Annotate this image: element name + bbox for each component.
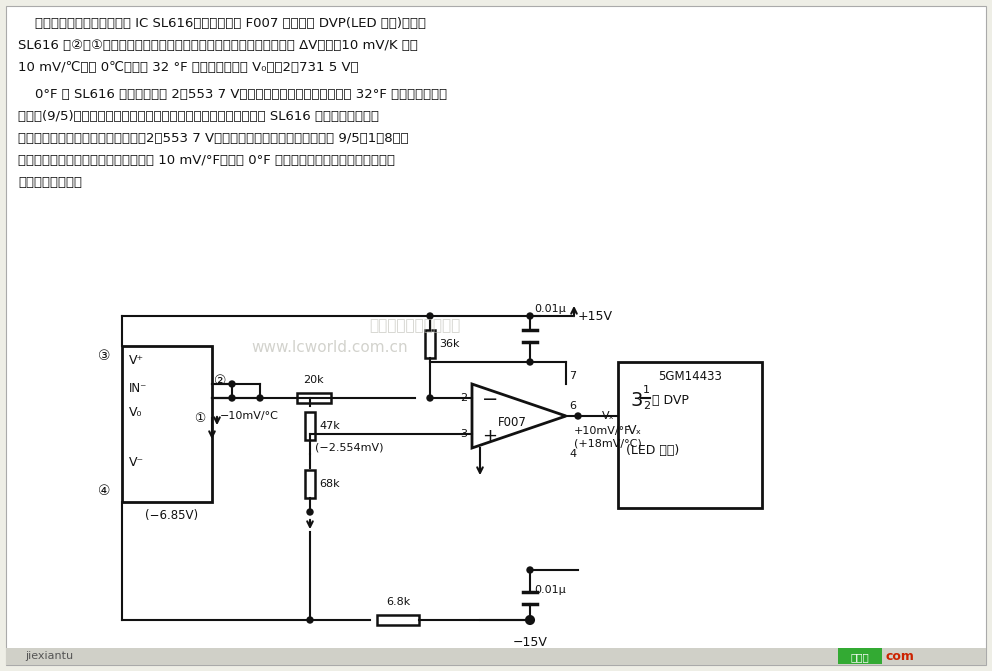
Bar (297, 393, 330, 403)
Text: Vₓ: Vₓ (602, 411, 615, 421)
Bar (305, 412, 315, 440)
Circle shape (307, 509, 313, 515)
Text: 6: 6 (569, 401, 576, 411)
Text: ①: ① (194, 412, 205, 425)
Text: ④: ④ (98, 484, 110, 498)
Circle shape (527, 567, 533, 573)
Text: −: − (482, 391, 498, 409)
Text: 1: 1 (643, 385, 650, 395)
Circle shape (257, 395, 263, 401)
Text: −15V: −15V (513, 636, 548, 649)
Text: 以系数(9/5)。在电路中实现的方法是：用运算放大器变换，又利用 SL616 本身具有的恒压特: 以系数(9/5)。在电路中实现的方法是：用运算放大器变换，又利用 SL616 本… (18, 110, 379, 123)
Text: 位 DVP: 位 DVP (652, 393, 688, 407)
Text: 0.01μ: 0.01μ (534, 304, 565, 314)
Text: (−2.554mV): (−2.554mV) (315, 442, 384, 452)
Circle shape (229, 395, 235, 401)
Text: V⁺: V⁺ (129, 354, 144, 367)
Circle shape (575, 413, 581, 419)
Text: 的直接测量指标。: 的直接测量指标。 (18, 176, 82, 189)
Text: F007: F007 (498, 415, 527, 429)
Text: +15V: +15V (578, 309, 613, 323)
Text: 杭州格卓科技有限公司: 杭州格卓科技有限公司 (369, 319, 460, 333)
Text: 2: 2 (643, 401, 650, 411)
Text: www.lcworld.com.cn: www.lcworld.com.cn (252, 340, 409, 356)
Text: jiexiantu: jiexiantu (25, 651, 73, 661)
Text: 20k: 20k (304, 375, 323, 385)
Text: −10mV/°C: −10mV/°C (220, 411, 279, 421)
Circle shape (427, 313, 433, 319)
Text: 68k: 68k (319, 479, 339, 489)
Circle shape (527, 359, 533, 365)
Text: +10mV/°F: +10mV/°F (574, 426, 632, 436)
Text: V⁻: V⁻ (129, 456, 144, 469)
Text: 是运算放大器输出电压的温度系数变为 10 mV/°F，且在 0°F 时输出零伏。这样，符合华氏温度: 是运算放大器输出电压的温度系数变为 10 mV/°F，且在 0°F 时输出零伏。… (18, 154, 395, 167)
Bar (425, 330, 435, 358)
Text: (LED 显示): (LED 显示) (626, 444, 680, 457)
Text: 性，运算放大器同相输入端固定为－2．553 7 V，运算放大器反相放大增益系数取 9/5＝1．8。于: 性，运算放大器同相输入端固定为－2．553 7 V，运算放大器反相放大增益系数取… (18, 132, 409, 145)
Text: 36k: 36k (439, 339, 459, 349)
Text: Vₓ: Vₓ (628, 424, 642, 437)
Text: (−6.85V): (−6.85V) (145, 509, 198, 523)
Text: 5GM14433: 5GM14433 (658, 370, 722, 383)
Text: V₀: V₀ (129, 406, 143, 419)
Bar (377, 615, 419, 625)
Circle shape (527, 617, 533, 623)
Bar (618, 362, 762, 508)
Circle shape (427, 395, 433, 401)
Text: 4: 4 (569, 449, 576, 459)
Bar (838, 648, 882, 664)
Bar (305, 470, 315, 498)
Text: +: + (482, 427, 497, 445)
Bar (122, 346, 212, 502)
Text: ③: ③ (98, 349, 110, 363)
Circle shape (307, 617, 313, 623)
Circle shape (527, 313, 533, 319)
Text: 本温度计电路由温度传感器 IC SL616、运算放大器 F007 和三位半 DVP(LED 显示)构成。: 本温度计电路由温度传感器 IC SL616、运算放大器 F007 和三位半 DV… (18, 17, 426, 30)
Bar (6, 648, 986, 665)
Text: 7: 7 (569, 371, 576, 381)
Text: 0°F 时 SL616 的输出电压为 2．553 7 V，摄氏变成华氏，除了零位相差 32°F 以外，尚需要乘: 0°F 时 SL616 的输出电压为 2．553 7 V，摄氏变成华氏，除了零位… (18, 88, 447, 101)
Text: 10 mV/℃，在 0℃也就是 32 °F 时的输出电压是 V₀＝－2．731 5 V。: 10 mV/℃，在 0℃也就是 32 °F 时的输出电压是 V₀＝－2．731 … (18, 61, 359, 74)
Text: 3: 3 (460, 429, 467, 439)
Text: 3: 3 (630, 391, 643, 409)
Text: ②: ② (214, 374, 226, 388)
Text: (+18mV/°C): (+18mV/°C) (574, 438, 642, 448)
Text: IN⁻: IN⁻ (129, 382, 148, 395)
Text: 接线图: 接线图 (850, 652, 869, 662)
Text: SL616 的②、①相连时，输出电压线性比例于绝对温度，且温度系数是 ΔV。为－10 mV/K 或－: SL616 的②、①相连时，输出电压线性比例于绝对温度，且温度系数是 ΔV。为－… (18, 39, 418, 52)
Text: 2: 2 (460, 393, 467, 403)
Circle shape (229, 381, 235, 387)
Text: com: com (885, 650, 914, 662)
Text: 47k: 47k (319, 421, 339, 431)
Text: 6.8k: 6.8k (386, 597, 410, 607)
Text: 0.01μ: 0.01μ (534, 585, 565, 595)
